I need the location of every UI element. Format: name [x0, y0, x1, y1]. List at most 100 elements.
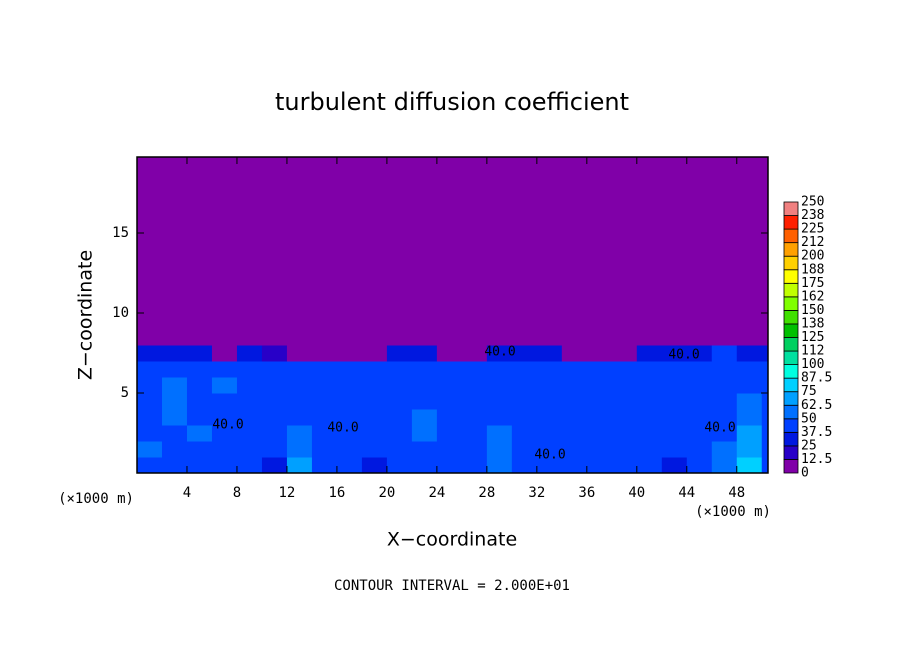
field-cell — [486, 361, 513, 378]
field-cell — [286, 441, 313, 458]
field-cell — [311, 345, 338, 362]
field-cell — [636, 425, 663, 442]
field-cell — [636, 345, 663, 362]
field-cell — [311, 441, 338, 458]
field-cell — [361, 345, 388, 362]
colorbar-label: 125 — [801, 330, 824, 345]
field-cell — [186, 157, 213, 346]
field-cell — [561, 345, 588, 362]
field-cell — [436, 361, 463, 378]
colorbar-label: 100 — [801, 357, 824, 372]
field-cell — [236, 157, 263, 346]
colorbar-swatch — [783, 364, 799, 379]
field-cell — [711, 345, 738, 362]
field-cell — [486, 377, 513, 394]
field-cell — [611, 361, 638, 378]
field-cell — [711, 361, 738, 378]
field-cell — [336, 457, 363, 474]
field-cell — [661, 157, 688, 346]
field-cell — [636, 409, 663, 426]
field-cell — [461, 361, 488, 378]
field-cell — [636, 157, 663, 346]
field-cell — [211, 361, 238, 378]
field-cell — [411, 345, 438, 362]
field-cell — [211, 345, 238, 362]
field-cell — [436, 409, 463, 426]
field-cell — [636, 441, 663, 458]
x-axis-label: X−coordinate — [387, 529, 517, 551]
x-tick-label: 40 — [628, 485, 645, 501]
field-cell — [186, 361, 213, 378]
colorbar-label: 150 — [801, 303, 824, 318]
field-cell — [586, 345, 613, 362]
x-tick-label: 20 — [378, 485, 395, 501]
field-cell — [386, 393, 413, 410]
field-cell — [736, 345, 763, 362]
field-cell — [486, 441, 513, 458]
field-cell — [361, 361, 388, 378]
field-cell — [561, 457, 588, 474]
field-cell — [261, 377, 288, 394]
field-cell — [611, 157, 638, 346]
x-tick-label: 16 — [328, 485, 345, 501]
field-cell — [261, 457, 288, 474]
field-cell — [311, 425, 338, 442]
colorbar-swatch — [783, 296, 799, 311]
field-cell — [561, 157, 588, 346]
field-cell — [536, 345, 563, 362]
field-cell — [161, 425, 188, 442]
field-cell — [186, 409, 213, 426]
field-cell — [286, 361, 313, 378]
field-cell — [686, 393, 713, 410]
field-cell — [236, 457, 263, 474]
field-cell — [311, 377, 338, 394]
field-cell — [161, 457, 188, 474]
field-cell — [536, 441, 563, 458]
field-cell — [261, 345, 288, 362]
colorbar-swatch — [783, 337, 799, 352]
x-tick-label: 4 — [183, 485, 191, 501]
colorbar-swatch — [783, 418, 799, 433]
field-cell — [536, 361, 563, 378]
field-cell — [311, 361, 338, 378]
field-cell — [436, 457, 463, 474]
field-cell — [661, 457, 688, 474]
field-cell — [236, 441, 263, 458]
field-cell — [511, 377, 538, 394]
field-cell — [436, 157, 463, 346]
field-cell — [736, 361, 763, 378]
colorbar-swatch — [783, 445, 799, 460]
field-cell — [761, 457, 769, 474]
field-cell — [711, 441, 738, 458]
field-cell — [486, 393, 513, 410]
field-cell — [286, 393, 313, 410]
field-cell — [161, 441, 188, 458]
colorbar-swatch — [783, 323, 799, 338]
field-cell — [761, 157, 769, 346]
field-cell — [611, 457, 638, 474]
field-cell — [137, 457, 163, 474]
field-cell — [561, 409, 588, 426]
plot-frame — [136, 156, 769, 474]
field-cell — [561, 361, 588, 378]
field-cell — [336, 361, 363, 378]
field-cell — [586, 409, 613, 426]
field-cell — [361, 409, 388, 426]
colorbar-swatch — [783, 242, 799, 257]
field-cell — [336, 377, 363, 394]
field-cell — [211, 457, 238, 474]
field-cell — [311, 157, 338, 346]
x-tick-label: 24 — [428, 485, 445, 501]
field-cell — [161, 157, 188, 346]
colorbar-label: 212 — [801, 235, 824, 250]
field-cell — [661, 393, 688, 410]
colorbar-label: 25 — [801, 438, 817, 453]
colorbar-label: 200 — [801, 249, 824, 264]
field-cell — [411, 425, 438, 442]
colorbar-label: 50 — [801, 411, 817, 426]
field-cell — [386, 345, 413, 362]
colorbar-label: 162 — [801, 289, 824, 304]
colorbar-label: 250 — [801, 195, 824, 210]
colorbar-label: 238 — [801, 208, 824, 223]
field-cell — [261, 441, 288, 458]
